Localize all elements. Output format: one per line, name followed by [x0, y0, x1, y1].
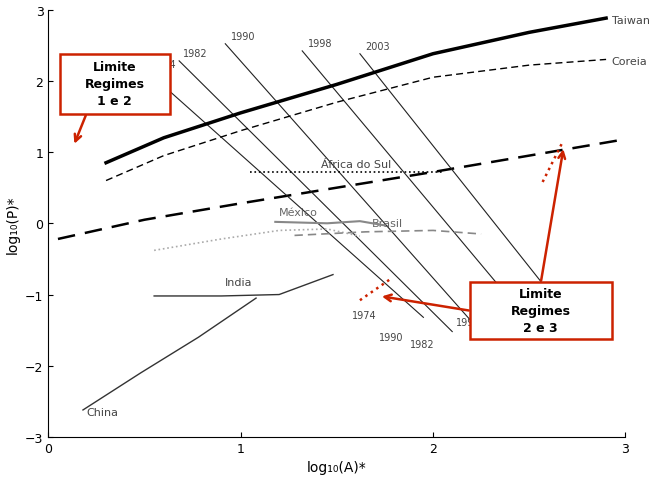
Text: 1990: 1990	[379, 332, 403, 342]
Text: Limite
Regimes
1 e 2: Limite Regimes 1 e 2	[85, 61, 145, 108]
Text: 1974: 1974	[152, 60, 177, 70]
Text: China: China	[87, 407, 119, 417]
Text: México: México	[279, 207, 318, 217]
Text: 1998: 1998	[308, 39, 332, 49]
FancyBboxPatch shape	[60, 55, 170, 114]
Text: Coreia: Coreia	[612, 57, 648, 67]
Text: 2003: 2003	[366, 42, 390, 52]
Text: 1974: 1974	[352, 311, 377, 321]
Text: Taiwan: Taiwan	[612, 15, 650, 25]
Text: 1998: 1998	[456, 318, 480, 328]
Text: 2003: 2003	[491, 303, 515, 313]
Text: África do Sul: África do Sul	[321, 160, 392, 170]
Text: India: India	[225, 278, 253, 288]
Text: 1982: 1982	[410, 339, 434, 349]
Y-axis label: log₁₀(P)*: log₁₀(P)*	[5, 194, 20, 253]
Text: 1990: 1990	[231, 32, 256, 42]
FancyBboxPatch shape	[470, 283, 612, 340]
X-axis label: log₁₀(A)*: log₁₀(A)*	[307, 460, 367, 474]
Text: Limite
Regimes
2 e 3: Limite Regimes 2 e 3	[510, 288, 571, 335]
Text: Brasil: Brasil	[371, 218, 403, 228]
Text: 1982: 1982	[183, 49, 208, 59]
